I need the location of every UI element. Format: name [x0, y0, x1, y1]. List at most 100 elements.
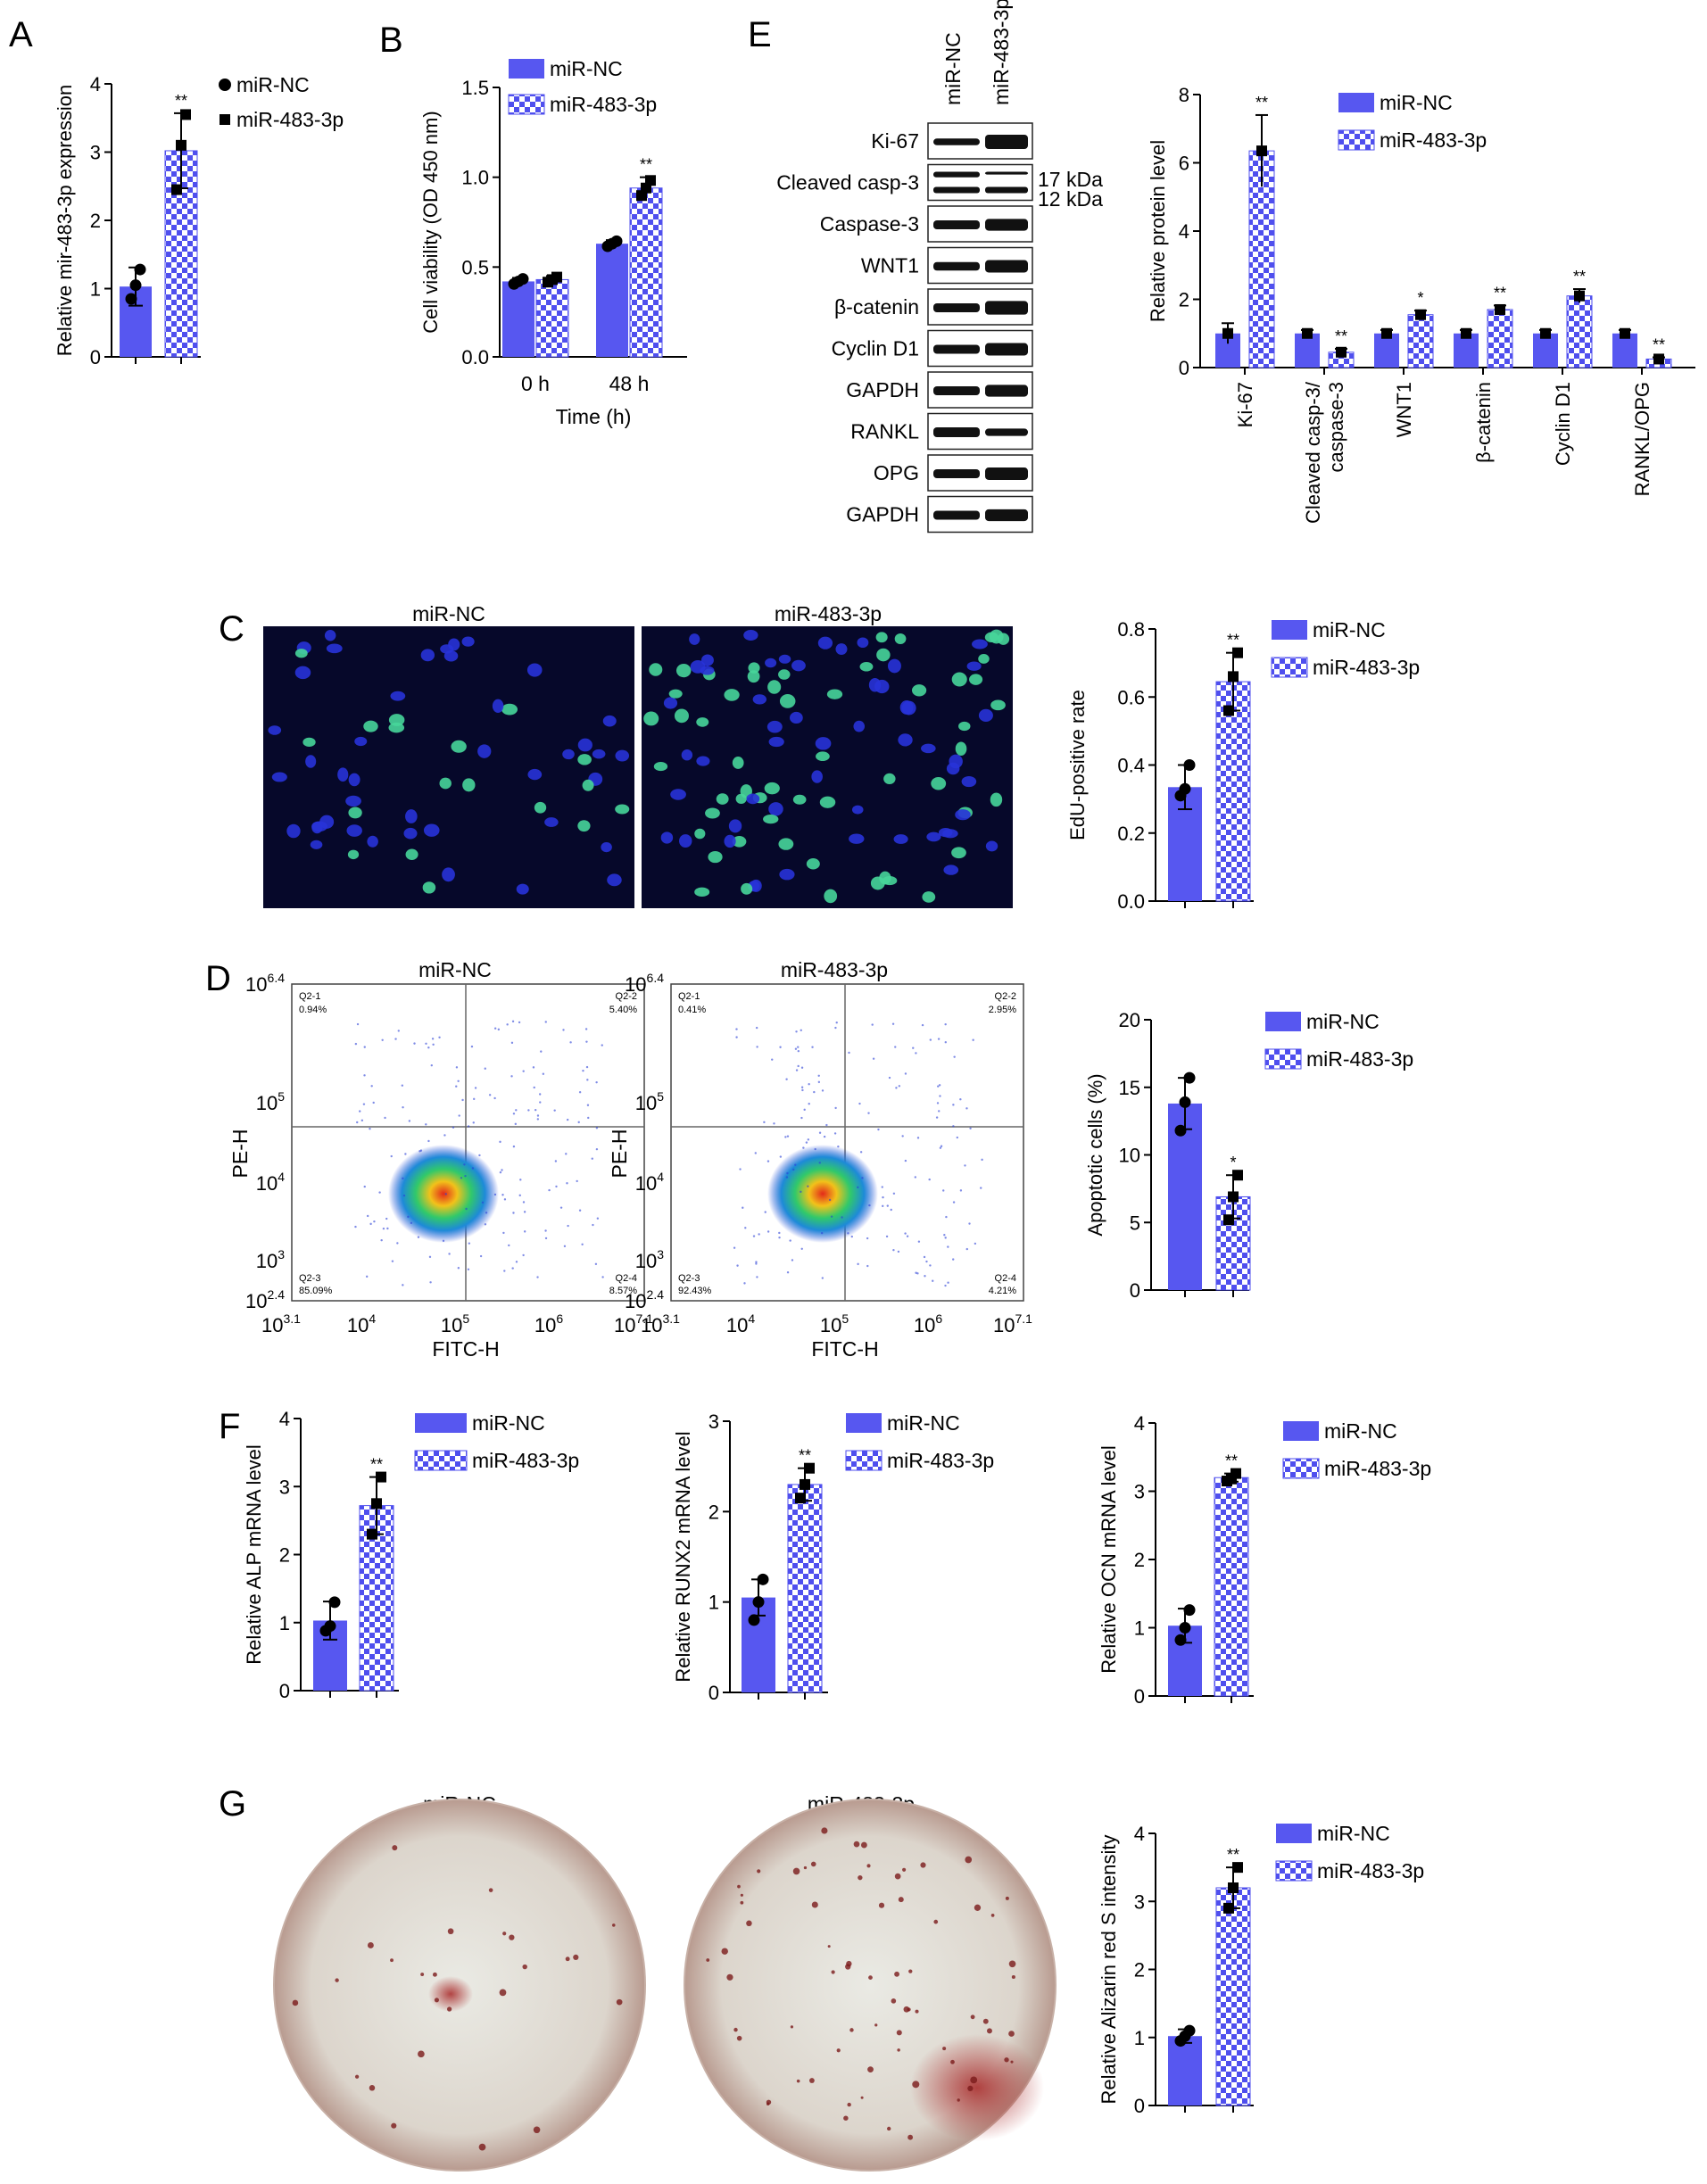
- flow-event: [591, 1157, 593, 1160]
- y-tick-label: 3: [90, 142, 101, 164]
- mineral-spot: [616, 1998, 623, 2006]
- data-point: [1179, 1622, 1191, 1634]
- y-tick-label: 10: [1119, 1145, 1140, 1167]
- data-point: [1179, 1096, 1191, 1108]
- data-point: [1228, 1191, 1239, 1203]
- flow-y-tick-label: 106.4: [245, 971, 285, 996]
- flow-event: [448, 1253, 451, 1255]
- panel-letter-c: C: [219, 609, 244, 649]
- flow-event: [373, 1220, 376, 1223]
- flow-event: [938, 1110, 941, 1113]
- y-tick-label: 0.2: [1117, 823, 1145, 845]
- flow-event: [754, 1152, 757, 1154]
- flow-event: [801, 1088, 804, 1092]
- nucleus: [492, 699, 504, 713]
- dish-red-stain-center: [428, 1976, 473, 2012]
- mineral-spot: [846, 1960, 852, 1967]
- mineral-spot: [499, 1989, 507, 1997]
- flow-q2-label: Q2-2: [616, 991, 637, 1002]
- nucleus: [894, 633, 907, 644]
- mineral-spot: [726, 1973, 733, 1981]
- flow-event: [370, 1085, 373, 1088]
- flow-event: [592, 1223, 594, 1227]
- flow-event: [803, 1108, 806, 1112]
- flow-event: [587, 1116, 590, 1120]
- nucleus: [951, 672, 967, 687]
- flow-event: [834, 1026, 837, 1030]
- nucleus: [700, 654, 714, 666]
- blot-band: [985, 260, 1028, 273]
- nucleus: [778, 654, 791, 664]
- y-tick-label: 4: [1179, 220, 1189, 243]
- nucleus: [985, 840, 999, 852]
- mineral-spot: [827, 1945, 831, 1948]
- flow-plot-frame: [291, 983, 645, 1302]
- blot-band: [985, 186, 1028, 194]
- flow-event: [402, 1194, 406, 1197]
- nucleus: [302, 737, 316, 747]
- nucleus: [984, 632, 999, 643]
- flow-event: [369, 1222, 372, 1226]
- nucleus: [294, 649, 308, 658]
- nucleus: [728, 819, 742, 833]
- flow-event: [585, 1040, 588, 1043]
- mineral-spot: [843, 2115, 849, 2121]
- flow-event: [576, 1179, 578, 1183]
- flow-event: [785, 1078, 788, 1080]
- nucleus: [815, 737, 832, 750]
- y-tick-label: 0.4: [1117, 755, 1145, 777]
- flow-event: [502, 1231, 505, 1235]
- flow-event: [544, 1229, 547, 1232]
- nucleus: [390, 691, 406, 701]
- flow-event: [850, 1235, 853, 1238]
- flow-event: [755, 1261, 758, 1263]
- mineral-spot: [737, 1884, 741, 1889]
- y-tick-label: 0: [708, 1682, 719, 1704]
- flow-event: [585, 1065, 589, 1069]
- data-point: [1223, 705, 1234, 716]
- mineral-spot: [967, 2085, 974, 2092]
- legend-label-mir: miR-483-3p: [550, 93, 657, 116]
- flow-event: [536, 1276, 539, 1278]
- nucleus: [367, 835, 378, 848]
- flow-event: [972, 1038, 974, 1041]
- mineral-spot: [565, 1956, 570, 1962]
- nucleus: [346, 824, 362, 837]
- mineral-spot: [354, 2074, 360, 2079]
- nucleus: [582, 779, 594, 791]
- nucleus: [448, 638, 460, 651]
- data-point: [804, 1462, 815, 1474]
- nucleus: [694, 828, 706, 840]
- blot-band: [933, 138, 980, 145]
- flow-event: [808, 1083, 810, 1086]
- nucleus: [462, 778, 476, 792]
- data-point: [610, 235, 623, 247]
- y-tick-label: 0: [1130, 1279, 1140, 1302]
- flow-event: [792, 1168, 795, 1171]
- nucleus: [931, 776, 947, 790]
- significance-mark: *: [1417, 289, 1423, 307]
- y-tick-label: 0: [1179, 357, 1189, 379]
- data-point: [748, 1614, 760, 1626]
- bar-mir: [1407, 314, 1434, 368]
- flow-event: [881, 1186, 883, 1188]
- nucleus: [816, 751, 830, 762]
- flow-event: [915, 1052, 917, 1055]
- significance-mark: **: [1335, 327, 1347, 345]
- flow-event: [428, 1255, 432, 1259]
- flow-event: [512, 1212, 515, 1214]
- flow-event: [544, 1237, 548, 1240]
- y-tick-label: 3: [708, 1410, 719, 1433]
- flow-event: [484, 1067, 486, 1070]
- legend-swatch-nc: [1283, 1421, 1319, 1441]
- nucleus: [577, 820, 591, 832]
- flow-event: [452, 1126, 455, 1129]
- flow-y-axis-label: PE-H: [608, 1129, 631, 1179]
- legend-label-mir: miR-483-3p: [1317, 1859, 1424, 1882]
- nucleus: [268, 725, 282, 735]
- nucleus: [689, 633, 700, 645]
- y-axis-label: Relative protein level: [1147, 140, 1169, 322]
- flow-event: [467, 1125, 470, 1128]
- flow-event: [807, 1185, 809, 1187]
